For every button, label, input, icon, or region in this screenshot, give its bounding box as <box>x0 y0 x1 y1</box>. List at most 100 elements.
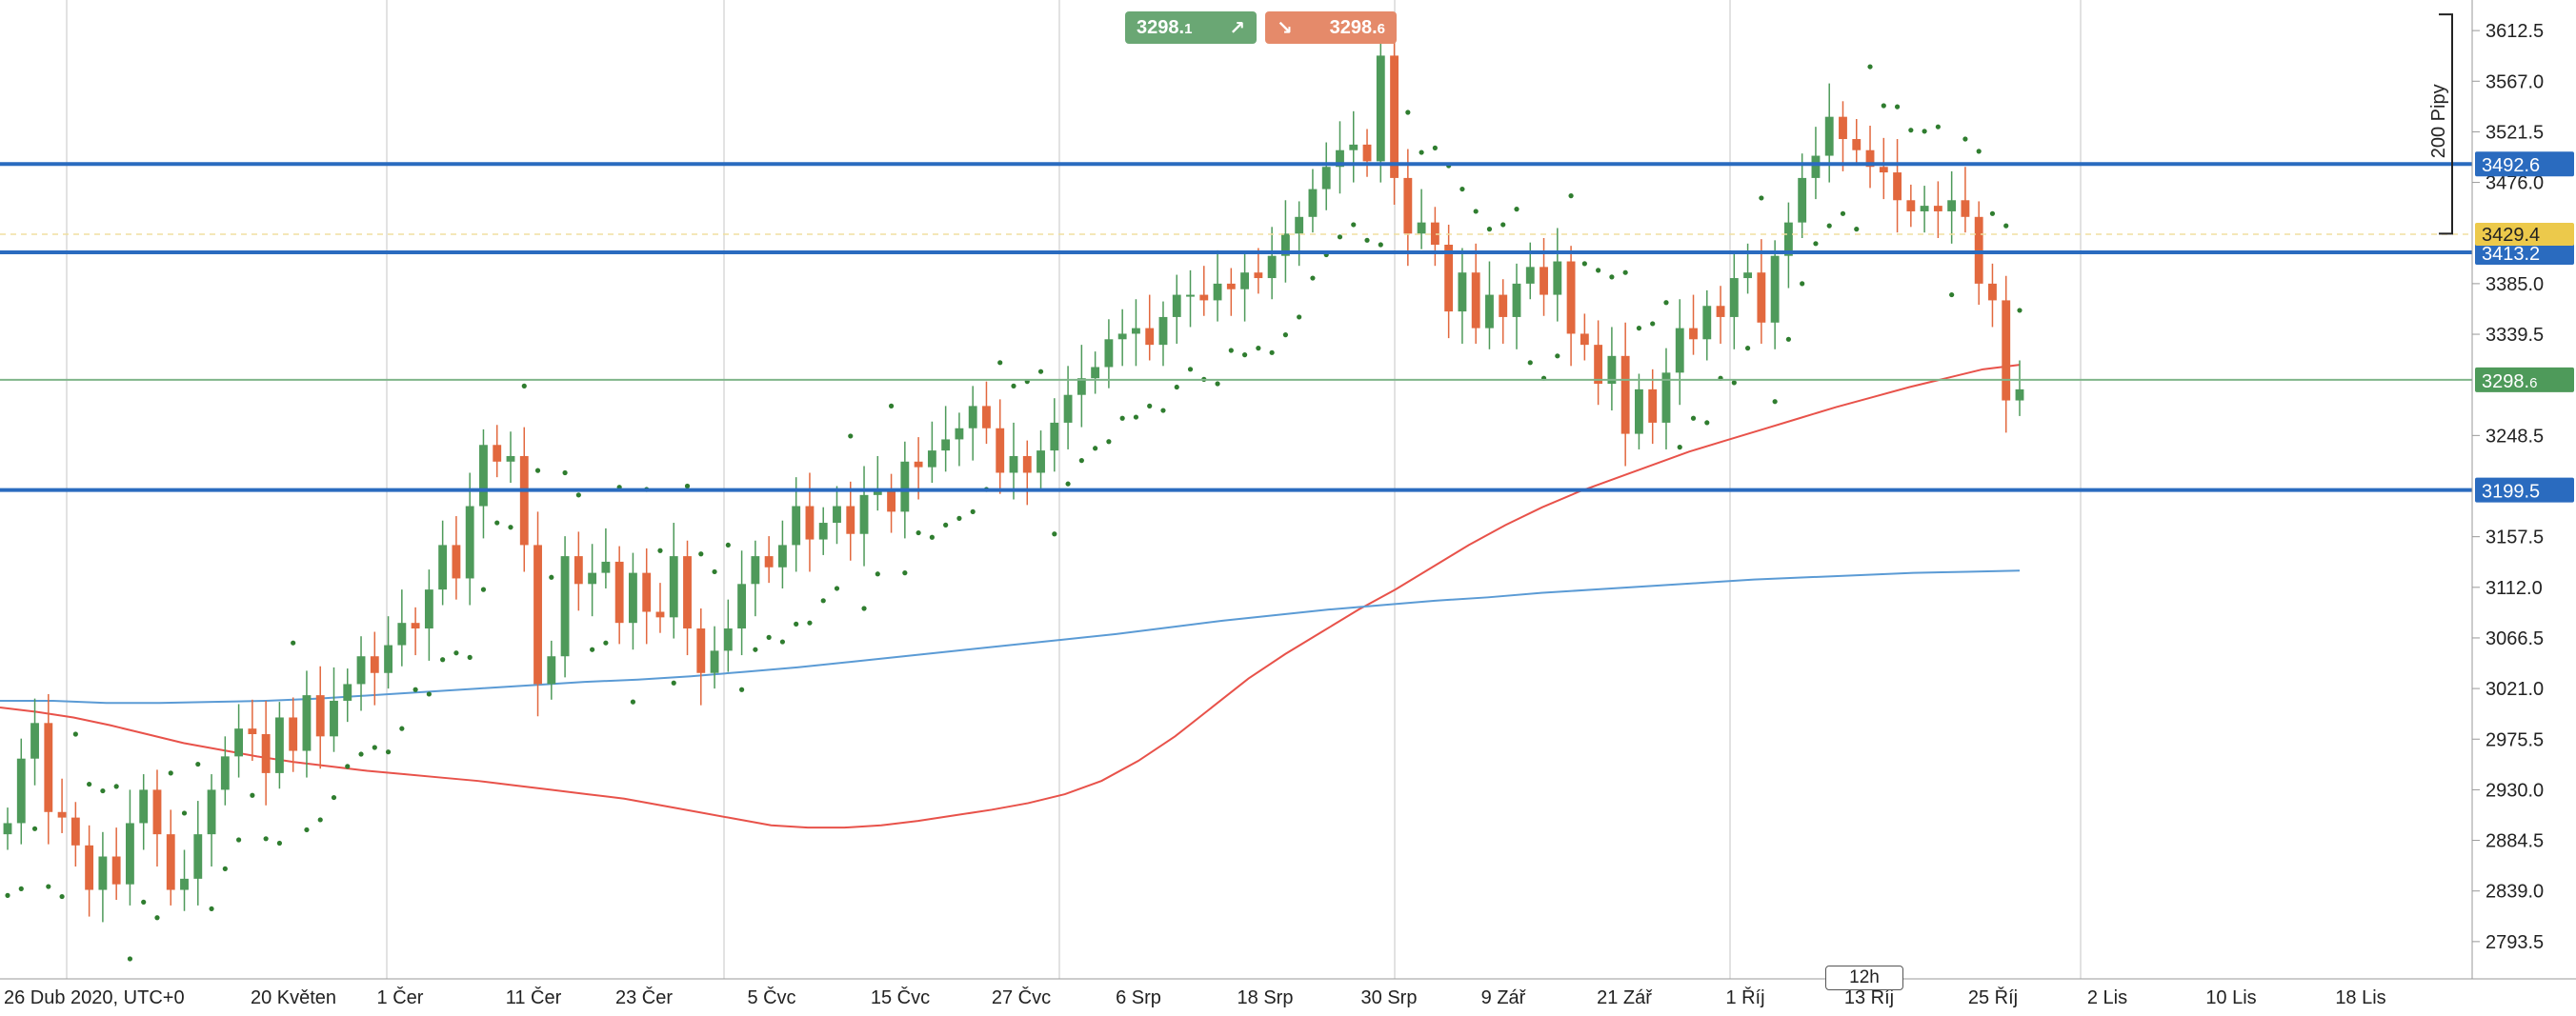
candle-down <box>1254 272 1263 279</box>
psar-dot <box>1119 415 1125 421</box>
candle-down <box>261 734 271 773</box>
psar-dot <box>698 551 704 557</box>
candle-up <box>859 494 869 534</box>
candle-up <box>1458 272 1467 312</box>
psar-dot <box>5 892 10 898</box>
candle-up <box>1186 294 1195 297</box>
psar-dot <box>1147 403 1153 408</box>
sell-price-pipette: 1 <box>1184 20 1193 37</box>
parabolic-sar <box>5 64 2023 962</box>
x-tick-label: 1 Čer <box>377 986 424 1008</box>
candle-up <box>1661 372 1671 423</box>
candle-up <box>1675 328 1684 373</box>
psar-dot <box>997 360 1003 366</box>
psar-dot <box>494 520 500 526</box>
psar-dot <box>1459 186 1465 192</box>
price-line-label-bg <box>2475 239 2574 265</box>
x-tick-label: 23 Čer <box>615 986 673 1008</box>
psar-dot <box>385 749 392 755</box>
candle-up <box>601 561 611 573</box>
psar-dot <box>235 837 242 843</box>
psar-dot <box>345 764 351 769</box>
psar-dot <box>154 915 160 921</box>
candle-up <box>220 756 230 790</box>
candle-down <box>493 445 502 462</box>
psar-dot <box>1228 348 1234 353</box>
candle-down <box>1852 139 1862 150</box>
psar-dot <box>1052 531 1057 537</box>
price-line-label-bg <box>2475 151 2574 177</box>
candle-up <box>1172 294 1181 317</box>
psar-dot <box>943 522 949 528</box>
candle-up <box>3 823 12 835</box>
buy-button[interactable]: ↘ 3298.6 <box>1265 11 1397 44</box>
candle-up <box>465 506 474 579</box>
psar-dot <box>820 598 826 604</box>
psar-dot <box>1881 103 1886 109</box>
candle-up <box>1729 278 1739 317</box>
psar-dot <box>1011 383 1016 388</box>
psar-dot <box>181 810 188 816</box>
candle-up <box>397 623 407 646</box>
psar-dot <box>1772 399 1778 405</box>
psar-dot <box>753 647 758 652</box>
x-tick-label: 15 Čvc <box>871 986 930 1008</box>
psar-dot <box>72 731 78 737</box>
ma-fast-line <box>0 364 2021 829</box>
candle-down <box>1444 245 1454 312</box>
psar-dot <box>291 640 296 646</box>
candle-down <box>1145 328 1155 346</box>
candle-down <box>683 556 692 629</box>
y-tick-label: 3476.0 <box>2485 173 2544 194</box>
x-tick-label: 27 Čvc <box>992 986 1051 1008</box>
y-tick-label: 3112.0 <box>2485 578 2543 599</box>
candle-down <box>152 789 162 835</box>
psar-dot <box>1160 408 1166 413</box>
arrow-up-right-icon: ↗ <box>1229 17 1245 39</box>
candle-down <box>1879 167 1888 173</box>
x-tick-label: 25 Říj <box>1968 986 2018 1008</box>
psar-dot <box>1514 207 1519 212</box>
candle-up <box>1947 200 1957 211</box>
psar-dot <box>304 827 310 833</box>
psar-dot <box>848 433 854 439</box>
candle-up <box>1295 216 1304 234</box>
candle-up <box>98 856 108 890</box>
psar-dot <box>1269 349 1275 355</box>
psar-dot <box>1527 360 1533 366</box>
psar-dot <box>875 571 880 577</box>
candle-up <box>479 445 488 507</box>
candle-down <box>982 406 991 428</box>
timeframe-selector[interactable]: 12h <box>1825 966 1903 990</box>
candle-down <box>574 556 583 585</box>
candle-down <box>1689 328 1698 340</box>
y-tick-label: 3385.0 <box>2485 274 2544 295</box>
buy-price-pipette: 6 <box>1377 20 1385 37</box>
psar-dot <box>1867 64 1873 70</box>
candle-up <box>234 728 244 757</box>
psar-dot <box>1065 481 1071 487</box>
candle-up <box>1635 388 1643 434</box>
candle-up <box>792 506 801 546</box>
current-price-label-bg <box>2475 367 2574 392</box>
psar-dot <box>1690 415 1697 421</box>
psar-dot <box>671 680 676 686</box>
candle-up <box>16 758 26 824</box>
sell-button[interactable]: 3298.1 ↗ <box>1125 11 1257 44</box>
psar-dot <box>1174 384 1179 390</box>
candle-down <box>614 561 624 624</box>
psar-dot <box>1106 439 1112 445</box>
price-line-label-bg <box>2475 477 2574 503</box>
candle-down <box>1566 261 1576 334</box>
horizontal-price-lines[interactable] <box>0 162 2472 492</box>
psar-dot <box>725 542 731 548</box>
psar-dot <box>1854 227 1860 232</box>
candle-up <box>1132 328 1140 334</box>
candle-down <box>846 506 855 534</box>
candle-down <box>85 845 94 890</box>
candle-down <box>1390 55 1399 178</box>
psar-dot <box>956 515 962 521</box>
candle-up <box>207 789 216 835</box>
